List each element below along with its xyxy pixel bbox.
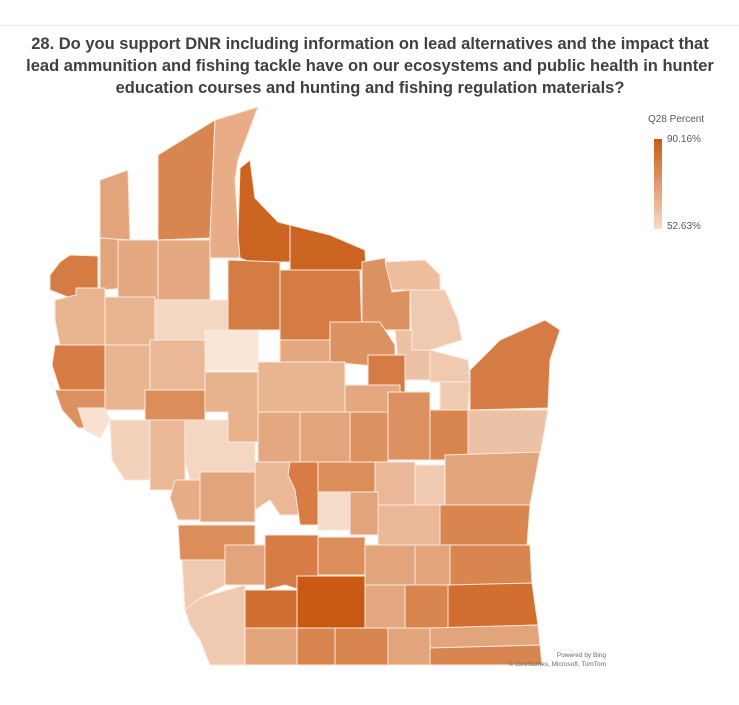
county-region[interactable] [364, 584, 406, 629]
county-region[interactable] [429, 644, 543, 666]
county-region[interactable] [317, 491, 351, 531]
county-region[interactable] [279, 339, 331, 363]
county-region[interactable] [296, 575, 366, 629]
county-region[interactable] [334, 627, 389, 666]
county-region[interactable] [444, 451, 541, 506]
county-region[interactable] [77, 407, 111, 439]
county-region[interactable] [429, 409, 469, 461]
county-region[interactable] [99, 169, 131, 241]
county-region[interactable] [157, 239, 211, 301]
county-region[interactable] [104, 296, 156, 346]
county-region[interactable] [227, 259, 281, 331]
county-region[interactable] [54, 287, 106, 346]
county-region[interactable] [364, 544, 416, 586]
county-region[interactable] [237, 159, 291, 263]
county-region[interactable] [157, 119, 216, 241]
copyright-label: © GeoNames, Microsoft, TomTom [508, 661, 607, 668]
map-attribution: Powered by Bing © GeoNames, Microsoft, T… [509, 651, 607, 669]
legend-gradient-bar [654, 139, 662, 229]
county-region[interactable] [429, 624, 541, 649]
county-region[interactable] [299, 411, 351, 463]
county-region[interactable] [184, 584, 246, 666]
county-region[interactable] [204, 329, 259, 371]
legend-title: Q28 Percent [648, 114, 705, 125]
county-region[interactable] [257, 411, 301, 463]
county-region[interactable] [387, 627, 431, 666]
county-region[interactable] [244, 589, 298, 629]
county-region[interactable] [429, 349, 471, 383]
county-region[interactable] [144, 389, 206, 421]
county-region[interactable] [439, 381, 471, 411]
county-region[interactable] [349, 491, 379, 536]
county-region[interactable] [439, 504, 531, 546]
county-region[interactable] [109, 419, 151, 481]
county-region[interactable] [296, 627, 336, 666]
county-region[interactable] [51, 344, 106, 391]
county-region[interactable] [469, 319, 561, 411]
county-region[interactable] [409, 289, 463, 351]
county-region[interactable] [384, 259, 441, 291]
county-layer [49, 106, 561, 666]
county-region[interactable] [184, 419, 256, 481]
chart-title: 28. Do you support DNR including informa… [26, 35, 714, 97]
county-region[interactable] [224, 544, 266, 586]
legend-max-label: 90.16% [667, 134, 701, 145]
county-region[interactable] [257, 361, 346, 413]
county-region[interactable] [449, 544, 533, 586]
county-region[interactable] [404, 584, 449, 629]
county-region[interactable] [317, 461, 376, 493]
county-region[interactable] [467, 409, 549, 459]
county-region[interactable] [414, 544, 451, 586]
county-region[interactable] [181, 559, 226, 611]
top-divider [0, 25, 739, 26]
color-legend: Q28 Percent 90.16% 52.63% [640, 114, 735, 244]
county-region[interactable] [447, 582, 539, 629]
county-region[interactable] [414, 464, 446, 506]
county-region[interactable] [117, 239, 159, 301]
county-region[interactable] [387, 391, 431, 461]
powered-by-label: Powered by Bing [556, 652, 606, 659]
county-region[interactable] [104, 344, 151, 411]
county-region[interactable] [199, 471, 256, 523]
legend-min-label: 52.63% [667, 221, 701, 232]
county-region[interactable] [317, 536, 366, 576]
county-region[interactable] [169, 479, 201, 521]
county-region[interactable] [149, 339, 206, 391]
county-region[interactable] [244, 627, 298, 666]
county-region[interactable] [289, 224, 367, 273]
county-region[interactable] [377, 504, 441, 546]
county-region[interactable] [374, 461, 416, 506]
county-region[interactable] [349, 411, 389, 463]
